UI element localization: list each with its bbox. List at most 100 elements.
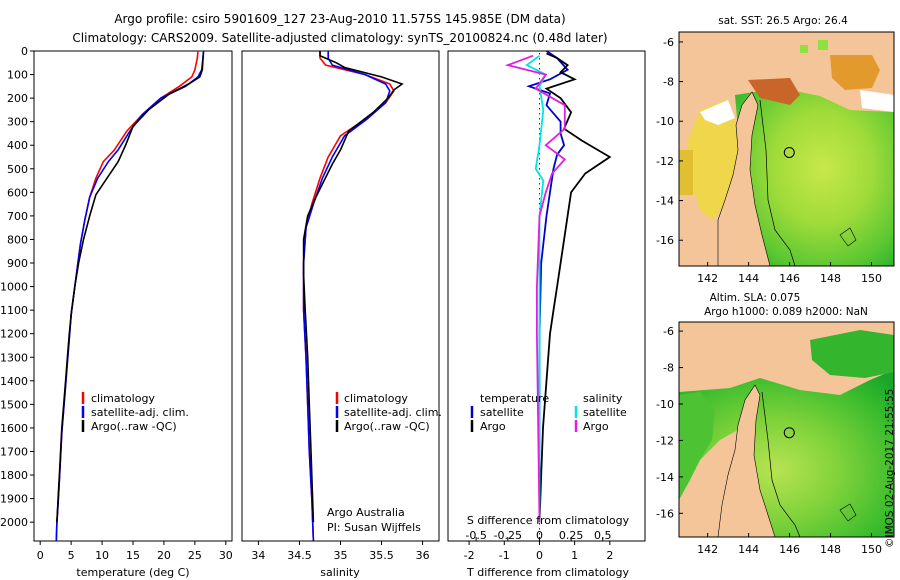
difference-series-line xyxy=(525,54,548,523)
temperature-series-line xyxy=(56,52,205,523)
temperature-legend: climatology satellite-adj. clim. Argo(..… xyxy=(81,392,189,433)
map-lat-tick-label: -14 xyxy=(656,471,674,484)
sst-cape-york xyxy=(717,91,771,266)
legend-label-climatology: climatology xyxy=(91,392,155,405)
depth-tick-label: 1000 xyxy=(0,281,28,294)
temperature-panel: 0100200300400500600700800900100011001200… xyxy=(0,45,233,579)
map-lat-tick-label: -6 xyxy=(663,36,674,49)
salinity-difference-tick-label: -0.25 xyxy=(494,529,522,542)
depth-tick-label: 1700 xyxy=(0,445,28,458)
map-lon-tick-label: 148 xyxy=(820,272,841,285)
salinity-annotation-pi: PI: Susan Wijffels xyxy=(327,521,421,534)
depth-tick-label: 800 xyxy=(7,233,28,246)
temperature-difference-tick-label: -2 xyxy=(464,549,475,562)
map-lon-tick-label: 148 xyxy=(820,543,841,556)
legend-label-argo: Argo(..raw -QC) xyxy=(344,420,430,433)
depth-tick-label: 0 xyxy=(21,45,28,58)
temperature-xlabel: temperature (deg C) xyxy=(76,566,189,579)
map-lon-tick-label: 150 xyxy=(861,543,882,556)
legend-label-s-satellite: satellite xyxy=(583,406,627,419)
depth-tick-label: 1600 xyxy=(0,422,28,435)
map-lat-tick-label: -12 xyxy=(656,434,674,447)
legend-label-t-argo: Argo xyxy=(480,420,506,433)
salinity-panel: 34 34.5 35 35.5 36 salinity climatology sate… xyxy=(241,50,442,579)
salinity-annotation-org: Argo Australia xyxy=(327,506,405,519)
depth-tick-label: 1800 xyxy=(0,469,28,482)
salinity-tick-label: 36 xyxy=(416,549,430,562)
sst-map-frame xyxy=(678,31,895,267)
temperature-tick-label: 5 xyxy=(68,549,75,562)
sst-reef-contour xyxy=(759,99,796,266)
sst-map: sat. SST: 26.5 Argo: 26.4 142 144 146 148 15… xyxy=(656,15,895,285)
legend-label-s-argo: Argo xyxy=(583,420,609,433)
salinity-tick-label: 34 xyxy=(251,549,265,562)
difference-legend: temperature salinity satellite Argo sate… xyxy=(470,392,627,433)
sla-field xyxy=(679,370,894,537)
imos-credit: ©IMOS 02-Aug-2017 21:55:55 xyxy=(884,389,896,548)
temperature-series-line xyxy=(55,50,199,542)
depth-tick-label: 600 xyxy=(7,186,28,199)
depth-tick-label: 700 xyxy=(7,210,28,223)
sla-map: Altim. SLA: 0.075 Argo h1000: 0.089 h200… xyxy=(656,292,895,556)
salinity-difference-tick-label: 0 xyxy=(536,529,543,542)
difference-plot-frame xyxy=(447,50,646,542)
depth-tick-label: 1900 xyxy=(0,493,28,506)
sla-png-sea xyxy=(810,330,894,378)
temperature-difference-tick-label: 1 xyxy=(571,549,578,562)
salinity-difference-tick-label: 0.5 xyxy=(594,529,612,542)
depth-tick-label: 1400 xyxy=(0,375,28,388)
map-lat-tick-label: -10 xyxy=(656,398,674,411)
depth-tick-label: 100 xyxy=(7,69,28,82)
sst-map-title: sat. SST: 26.5 Argo: 26.4 xyxy=(718,15,848,27)
temperature-tick-label: 0 xyxy=(37,549,44,562)
temperature-tick-label: 10 xyxy=(95,549,109,562)
sla-cape-york xyxy=(717,384,776,537)
sst-missing-east xyxy=(860,90,894,112)
salinity-series-line xyxy=(302,51,404,523)
depth-tick-label: 1200 xyxy=(0,328,28,341)
sst-argo-position-marker xyxy=(783,146,795,158)
difference-xlabel-salinity: S difference from climatology xyxy=(467,514,630,527)
sla-map-title-2: Argo h1000: 0.089 h2000: NaN xyxy=(704,306,868,318)
depth-tick-label: 1100 xyxy=(0,304,28,317)
legend-label-satellite-adj: satellite-adj. clim. xyxy=(91,406,189,419)
depth-tick-label: 500 xyxy=(7,163,28,176)
sst-missing-gulf xyxy=(700,100,735,125)
depth-tick-label: 300 xyxy=(7,116,28,129)
salinity-legend: climatology satellite-adj. clim. Argo(..… xyxy=(335,392,442,433)
temperature-tick-label: 25 xyxy=(188,549,202,562)
map-lon-tick-label: 142 xyxy=(697,272,718,285)
map-lon-tick-label: 142 xyxy=(697,543,718,556)
legend-label-t-satellite: satellite xyxy=(480,406,524,419)
sla-map-title-1: Altim. SLA: 0.075 xyxy=(710,292,801,304)
salinity-plot-frame xyxy=(241,50,440,542)
salinity-tick-label: 35.5 xyxy=(369,549,394,562)
map-lat-tick-label: -6 xyxy=(663,325,674,338)
sst-gulf-field xyxy=(688,100,740,220)
legend-title-temperature: temperature xyxy=(480,392,549,405)
sla-reef-contour xyxy=(761,391,801,537)
sst-cell xyxy=(800,45,808,53)
salinity-tick-label: 35 xyxy=(334,549,348,562)
map-lon-tick-label: 150 xyxy=(861,272,882,285)
sst-png-patch xyxy=(830,55,880,90)
legend-label-satellite-adj: satellite-adj. clim. xyxy=(344,406,442,419)
map-lat-tick-label: -8 xyxy=(663,76,674,89)
depth-tick-label: 1500 xyxy=(0,398,28,411)
sst-torres-band xyxy=(748,78,800,105)
sst-reef-islands xyxy=(839,227,857,247)
difference-panel: -2 -1 0 1 2 -0.5 -0.25 0 0.25 0.5 S difference fr… xyxy=(447,50,646,579)
sst-field xyxy=(735,88,894,266)
temperature-difference-tick-label: 2 xyxy=(606,549,613,562)
depth-tick-label: 2000 xyxy=(0,516,28,529)
map-lat-tick-label: -14 xyxy=(656,195,674,208)
salinity-series-line xyxy=(302,51,395,542)
sla-map-frame xyxy=(678,321,895,538)
temperature-difference-tick-label: -1 xyxy=(499,549,510,562)
depth-tick-label: 200 xyxy=(7,92,28,105)
sla-gulf-field xyxy=(679,392,715,500)
salinity-tick-label: 34.5 xyxy=(287,549,312,562)
salinity-difference-tick-label: 0.25 xyxy=(559,529,584,542)
map-lat-tick-label: -8 xyxy=(663,362,674,375)
